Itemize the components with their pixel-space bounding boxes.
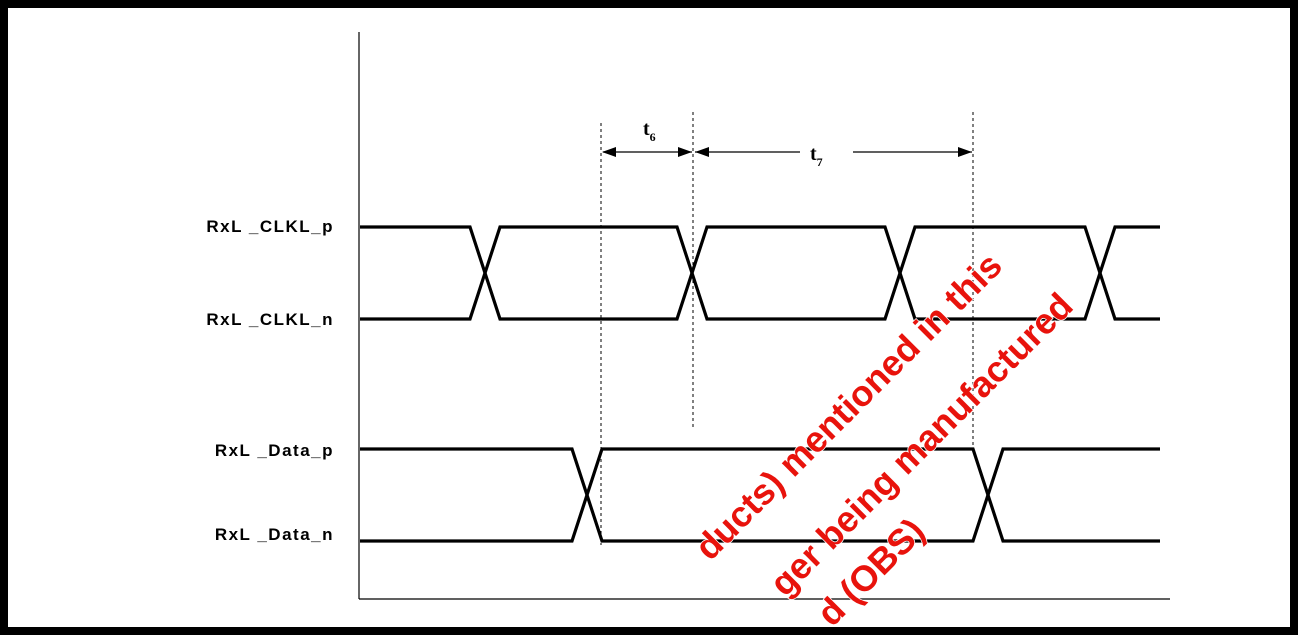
t6-left-arrowhead — [602, 147, 616, 157]
t6-right-arrowhead — [678, 147, 692, 157]
data-p-waveform — [360, 447, 1160, 543]
t7-label: t7 — [810, 143, 823, 169]
t7-left-arrowhead — [695, 147, 709, 157]
t6-label: t6 — [643, 118, 656, 144]
signal-label-clk-p: RxL _CLKL_p — [206, 217, 334, 236]
data-n-waveform — [360, 447, 1160, 543]
signal-label-clk-n: RxL _CLKL_n — [206, 310, 334, 329]
signal-label-data-n: RxL _Data_n — [215, 525, 334, 544]
signal-label-data-p: RxL _Data_p — [215, 441, 334, 460]
clock-n-waveform — [360, 225, 1160, 321]
t7-right-arrowhead — [958, 147, 972, 157]
